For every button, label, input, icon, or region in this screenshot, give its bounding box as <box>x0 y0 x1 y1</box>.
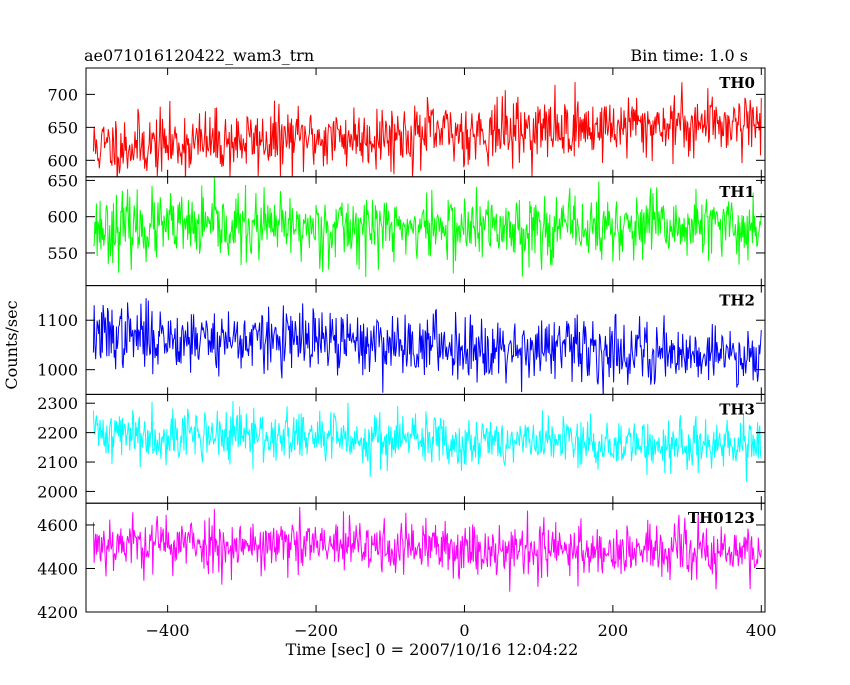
panel-th2: 1000 1100 TH2 <box>37 285 766 395</box>
y-axis-title: Counts/sec <box>2 300 21 389</box>
y-tick-label: 4600 <box>37 516 78 535</box>
y-tick-label: 4200 <box>37 603 78 622</box>
panel-label-th0123: TH0123 <box>688 509 755 527</box>
y-tick-label: 600 <box>47 208 78 227</box>
panel-th0: 600 650 700 TH0 <box>47 67 766 178</box>
series-line-th1 <box>93 176 762 278</box>
y-tick-label: 4400 <box>37 559 78 578</box>
series-line-th0123 <box>92 507 762 592</box>
panel-label-th0: TH0 <box>719 74 755 92</box>
series-line-th2 <box>92 298 762 395</box>
panels-layer: 600650700TH0550600650TH110001100TH220002… <box>37 67 777 640</box>
y-tick-label: 700 <box>47 85 78 104</box>
panel-th1: 550 600 650 TH1 <box>47 171 766 287</box>
panel-label-th1: TH1 <box>719 183 755 201</box>
panel-label-th3: TH3 <box>719 400 755 418</box>
x-tick-label: −400 <box>146 621 190 640</box>
x-axis-title: Time [sec] 0 = 2007/10/16 12:04:22 <box>286 640 579 659</box>
series-line-th0 <box>92 82 762 177</box>
x-tick-label: 200 <box>598 621 629 640</box>
series-line-th3 <box>92 401 762 482</box>
y-tick-label: 600 <box>47 151 78 170</box>
x-tick-label: 400 <box>746 621 777 640</box>
y-tick-label: 550 <box>47 244 78 263</box>
y-tick-label: 650 <box>47 171 78 190</box>
panel-th3: 2000 2100 2200 2300 TH3 <box>37 393 766 504</box>
y-tick-label: 1100 <box>37 311 78 330</box>
x-tick-label: −200 <box>294 621 338 640</box>
y-tick-label: 2100 <box>37 453 78 472</box>
y-tick-label: 2300 <box>37 394 78 413</box>
panel-th0123: 4200 4400 4600 TH0123 <box>37 502 766 622</box>
y-tick-label: 2000 <box>37 482 78 501</box>
chart-title-right: Bin time: 1.0 s <box>630 46 748 65</box>
y-tick-label: 650 <box>47 118 78 137</box>
x-tick-label: 0 <box>459 621 469 640</box>
y-tick-label: 2200 <box>37 424 78 443</box>
panel-frame <box>85 502 766 613</box>
panel-label-th2: TH2 <box>719 292 755 310</box>
chart-title-left: ae071016120422_wam3_trn <box>84 46 314 65</box>
y-tick-label: 1000 <box>37 361 78 380</box>
